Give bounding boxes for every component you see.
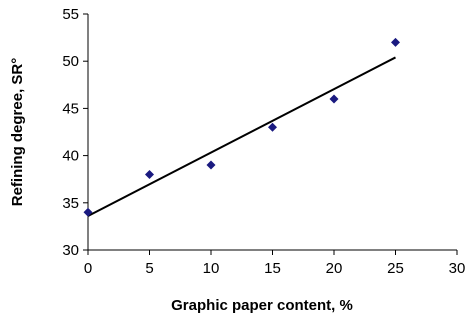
y-tick-label: 35	[62, 195, 79, 212]
data-point	[268, 122, 277, 132]
x-tick-label: 15	[264, 260, 281, 277]
data-point	[391, 37, 400, 47]
x-tick-label: 25	[387, 260, 404, 277]
x-tick-label: 20	[326, 260, 343, 277]
trendline-group	[87, 56, 396, 217]
y-tick-label: 30	[62, 242, 79, 259]
y-tick-label: 45	[62, 100, 79, 117]
plot-area	[88, 14, 457, 250]
x-tick-label: 0	[84, 260, 92, 277]
x-axis-title: Graphic paper content, %	[171, 297, 353, 314]
x-tick-label: 5	[145, 260, 153, 277]
x-ticks: 0 5 10 15 20 25 30	[84, 250, 465, 277]
y-ticks: 30 35 40 45 50 55	[62, 6, 88, 259]
data-point	[206, 160, 216, 170]
data-points	[83, 37, 400, 217]
y-axis-title: Refining degree, SR°	[9, 58, 26, 207]
y-tick-label: 55	[62, 6, 79, 23]
x-tick-label: 30	[449, 260, 465, 277]
data-point	[83, 207, 93, 217]
data-point	[145, 169, 154, 179]
trendline	[87, 56, 396, 217]
y-tick-label: 40	[62, 148, 79, 165]
data-point	[329, 94, 339, 104]
y-tick-label: 50	[62, 53, 79, 70]
x-tick-label: 10	[203, 260, 220, 277]
